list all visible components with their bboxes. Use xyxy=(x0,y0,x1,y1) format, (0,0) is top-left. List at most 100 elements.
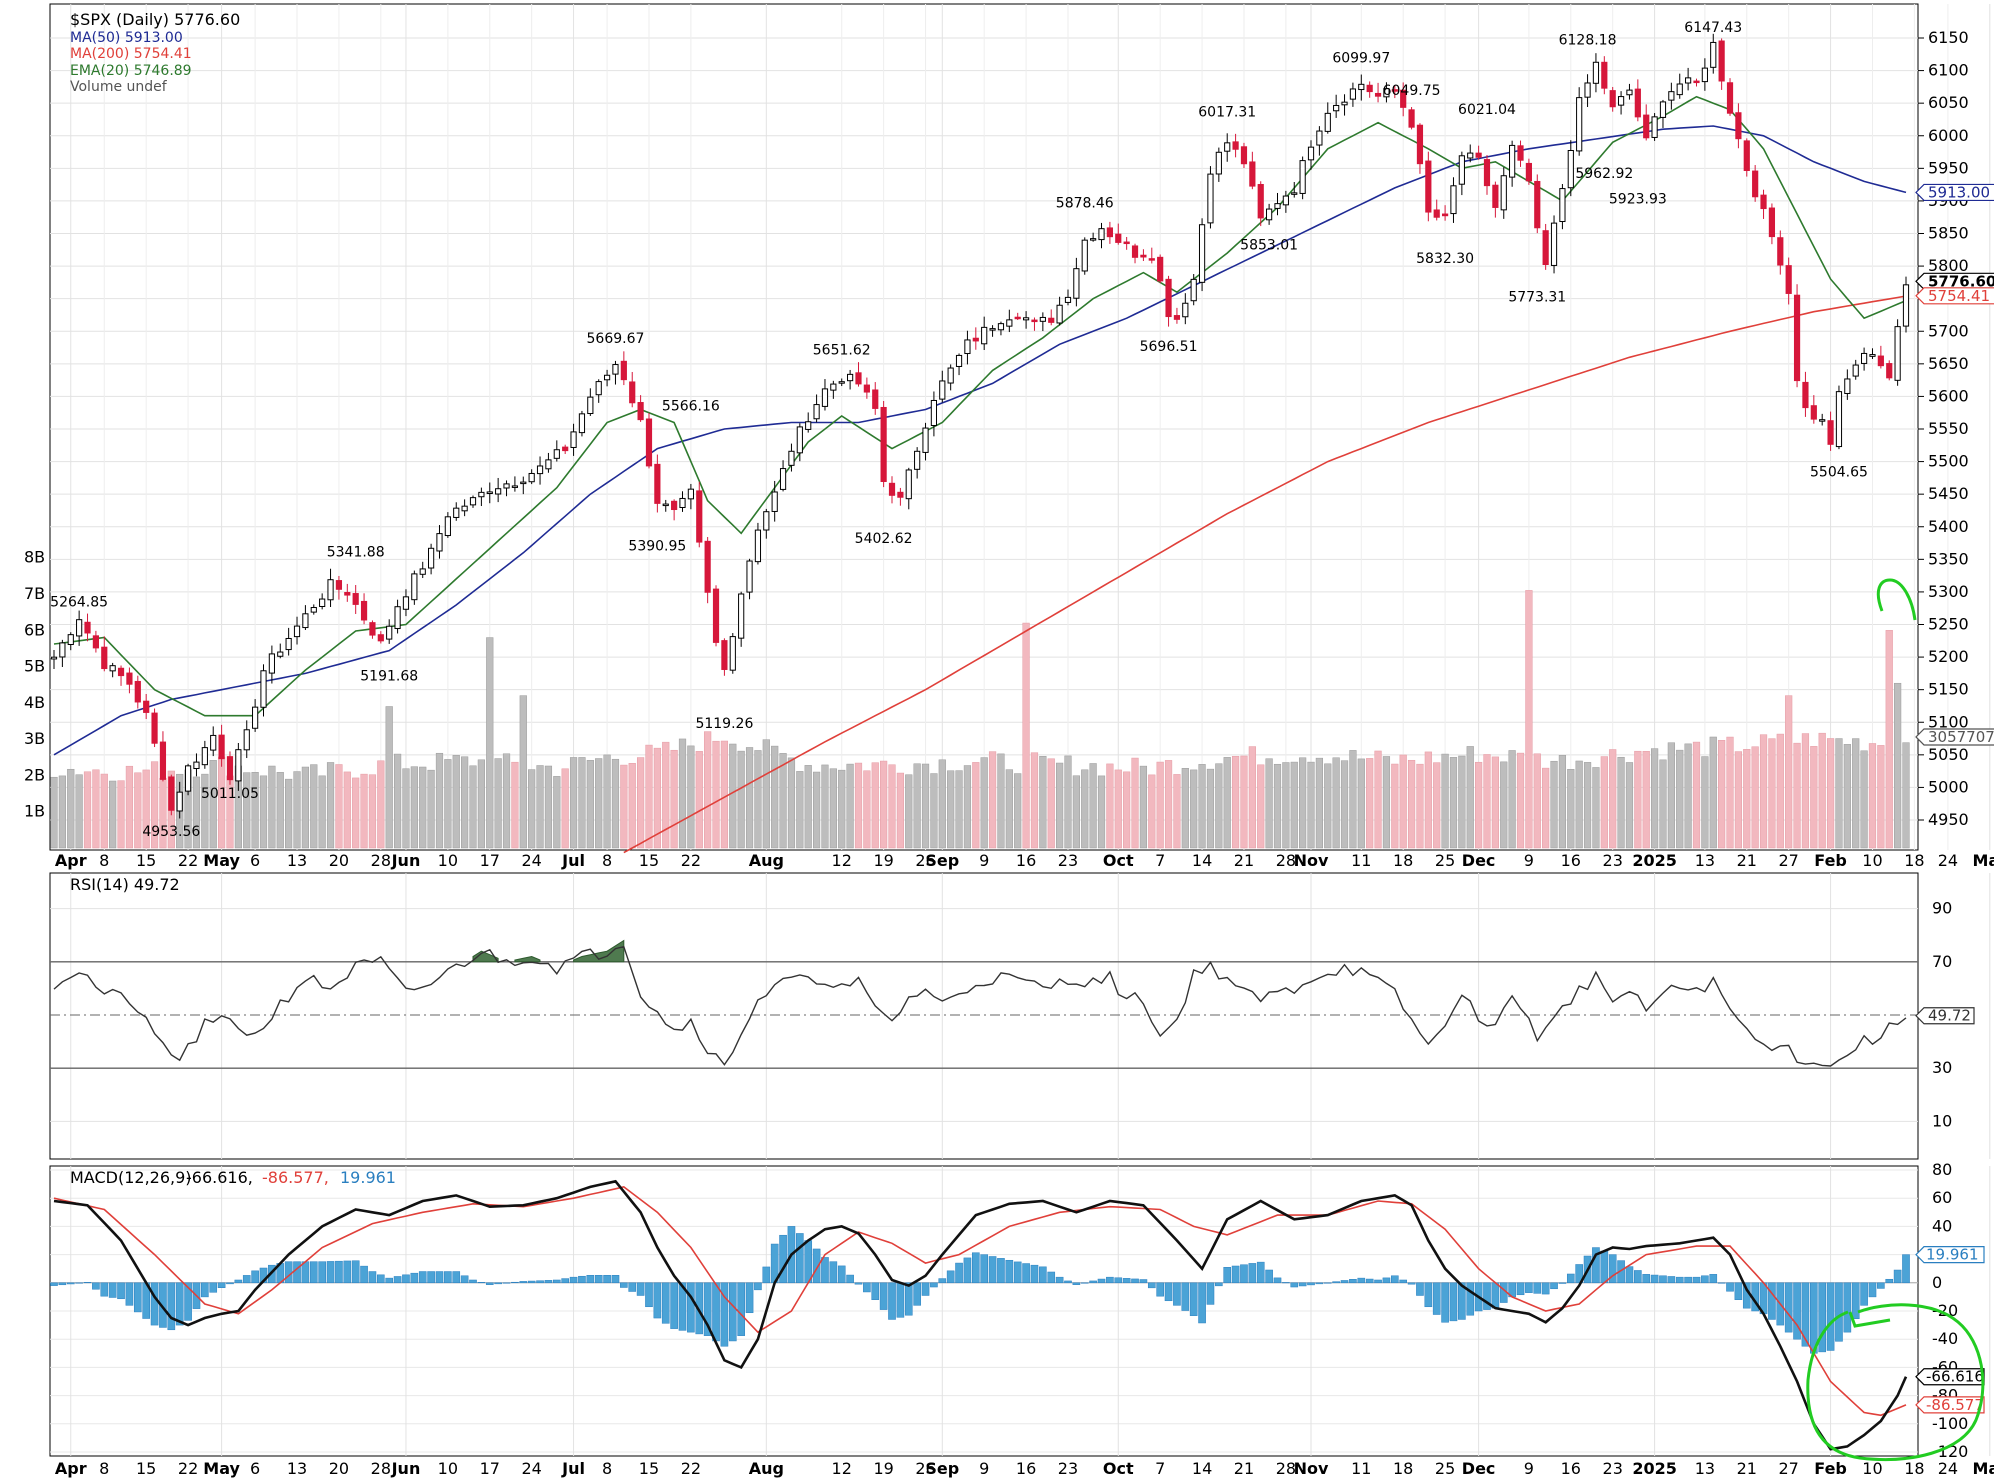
candle-body xyxy=(478,491,485,498)
x-month-label: 2025 xyxy=(1632,1459,1677,1478)
candle-body xyxy=(696,490,703,543)
volume-bar xyxy=(1801,733,1810,849)
candle-body xyxy=(1006,319,1013,327)
x-day-label: 16 xyxy=(1561,1459,1581,1478)
volume-bar xyxy=(1240,755,1248,849)
x-day-label: 12 xyxy=(832,1459,852,1478)
candle-body xyxy=(1307,146,1315,161)
volume-bar xyxy=(1391,763,1399,849)
rsi-tick-label: 30 xyxy=(1932,1058,1952,1077)
candle-body xyxy=(201,747,208,766)
price-tick-label: 6000 xyxy=(1928,126,1969,145)
candle-body xyxy=(1710,41,1717,68)
volume-bar xyxy=(326,762,335,849)
last-value-label: 5913.00 xyxy=(1928,183,1990,201)
candle-body xyxy=(1693,80,1700,84)
price-annotation: 6021.04 xyxy=(1458,102,1516,118)
volume-bar xyxy=(1852,738,1860,849)
macd-histogram-bar xyxy=(226,1282,234,1285)
x-day-label: 13 xyxy=(287,851,307,870)
volume-bar xyxy=(1726,736,1734,849)
price-panel: 5264.85 4953.56 5011.05 5341.88 5191.68 5669.… xyxy=(24,3,1994,870)
volume-bar xyxy=(687,745,695,849)
macd-histogram-bar xyxy=(586,1275,595,1284)
macd-histogram-bar xyxy=(1407,1282,1416,1285)
price-annotation: 5341.88 xyxy=(327,545,385,561)
macd-histogram-bar xyxy=(1885,1278,1894,1284)
last-value-box xyxy=(1915,272,1994,290)
legend-volume: Volume undef xyxy=(70,79,168,95)
macd-histogram-bar xyxy=(561,1278,569,1284)
x-day-label: 10 xyxy=(438,1459,458,1478)
candle-body xyxy=(997,323,1005,331)
macd-histogram-bar xyxy=(1030,1264,1039,1284)
macd-histogram-bar xyxy=(209,1282,218,1293)
candle-body xyxy=(1433,209,1440,218)
volume-bar xyxy=(1072,775,1080,849)
x-day-label: 8 xyxy=(602,851,612,870)
volume-bar xyxy=(293,771,301,849)
candle-body xyxy=(1835,391,1843,448)
candle-body xyxy=(1215,151,1222,175)
macd-histogram-bar xyxy=(1851,1282,1860,1320)
macd-histogram-bar xyxy=(1424,1282,1433,1308)
candle-body xyxy=(1483,159,1491,187)
x-month-label: Aug xyxy=(749,851,784,870)
candle-body xyxy=(495,488,502,495)
macd-histogram-bar xyxy=(1717,1282,1726,1284)
candle-body xyxy=(1492,184,1499,208)
macd-histogram-bar xyxy=(611,1275,620,1284)
macd-histogram-bar xyxy=(1701,1275,1709,1284)
macd-histogram-bar xyxy=(50,1282,58,1286)
candle-body xyxy=(67,634,74,646)
candle-body xyxy=(821,388,829,407)
candle-body xyxy=(268,653,275,674)
volume-bar xyxy=(1567,769,1575,849)
macd-histogram-bar xyxy=(444,1271,452,1284)
candle-body xyxy=(972,337,979,342)
candle-body xyxy=(1358,83,1365,91)
candle-body xyxy=(1240,146,1248,165)
macd-histogram-bar xyxy=(485,1282,494,1285)
candle-body xyxy=(1643,114,1650,139)
volume-tick-label: 7B xyxy=(24,584,45,603)
candle-body xyxy=(729,636,736,671)
price-annotation: 5773.31 xyxy=(1508,290,1566,306)
price-annotation: 6017.31 xyxy=(1198,105,1256,121)
macd-panel: -120-100-80-60-40-20020406080 19.961-66.… xyxy=(49,1160,1994,1478)
macd-histogram-bar xyxy=(1877,1282,1885,1289)
macd-histogram-bar xyxy=(1902,1254,1910,1284)
candle-body xyxy=(1249,161,1256,187)
macd-histogram-bar xyxy=(1826,1282,1835,1351)
volume-bar xyxy=(1424,751,1432,849)
volume-bar xyxy=(150,761,159,849)
candle-body xyxy=(838,381,845,384)
macd-histogram-bar xyxy=(888,1282,896,1320)
macd-histogram-bar xyxy=(1458,1282,1466,1320)
macd-histogram-bar xyxy=(728,1282,737,1342)
volume-bar xyxy=(611,758,620,849)
macd-histogram-bar xyxy=(393,1276,402,1284)
macd-histogram-bar xyxy=(184,1282,192,1321)
volume-bar xyxy=(1743,749,1751,849)
candle-body xyxy=(243,729,250,751)
legend-ema20: EMA(20) 5746.89 xyxy=(70,63,192,79)
candle-body xyxy=(553,449,560,459)
volume-bar xyxy=(888,764,896,849)
candle-body xyxy=(117,667,125,677)
price-annotation: 5566.16 xyxy=(662,399,720,415)
macd-histogram-bar xyxy=(913,1282,921,1306)
rsi-tick-label: 90 xyxy=(1932,899,1952,918)
volume-bar xyxy=(1667,742,1675,849)
candle-body xyxy=(788,450,795,466)
candle-body xyxy=(50,656,58,660)
candle-body xyxy=(679,497,686,508)
last-value-box xyxy=(1915,183,1994,202)
macd-histogram-bar xyxy=(1617,1260,1625,1284)
volume-bar xyxy=(796,771,804,849)
candle-body xyxy=(327,579,334,601)
candle-body xyxy=(1232,141,1239,150)
macd-histogram-bar xyxy=(1005,1259,1014,1284)
volume-bar xyxy=(477,759,485,849)
candle-body xyxy=(1802,381,1809,409)
